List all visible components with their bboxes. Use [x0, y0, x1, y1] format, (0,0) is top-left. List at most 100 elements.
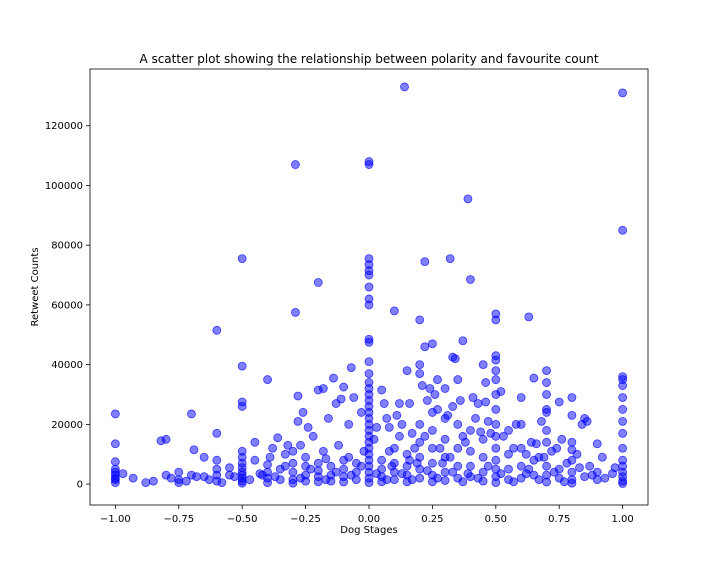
data-point	[291, 307, 300, 317]
data-point	[410, 443, 420, 453]
data-point	[458, 336, 468, 346]
data-point	[268, 443, 278, 453]
data-point	[395, 399, 404, 408]
data-point	[237, 402, 247, 411]
y-axis-label: Retweet Counts	[30, 247, 41, 326]
data-point	[225, 463, 234, 473]
data-point	[141, 478, 151, 488]
data-point	[296, 473, 305, 483]
data-point	[483, 416, 493, 426]
data-point	[433, 473, 442, 483]
data-point	[542, 425, 551, 435]
data-point	[377, 385, 387, 395]
data-point	[458, 431, 468, 441]
x-tick-label: −0.25	[290, 514, 321, 525]
data-point	[415, 369, 425, 379]
data-point	[415, 473, 425, 483]
data-point	[420, 342, 430, 352]
data-point	[618, 381, 628, 390]
data-point	[192, 472, 201, 482]
data-point	[204, 475, 214, 485]
data-point	[237, 478, 247, 488]
points-layer	[110, 82, 628, 488]
data-point	[509, 477, 518, 487]
data-point	[346, 363, 356, 373]
data-point	[166, 473, 176, 483]
data-point	[189, 445, 199, 455]
data-point	[567, 411, 577, 420]
data-point	[293, 391, 303, 401]
data-point	[491, 366, 501, 376]
data-point	[156, 436, 166, 446]
data-point	[149, 476, 158, 486]
data-point	[298, 408, 308, 417]
data-point	[542, 390, 551, 399]
data-point	[478, 434, 488, 444]
data-point	[481, 378, 491, 387]
data-point	[339, 464, 349, 474]
data-point	[532, 439, 541, 449]
data-point	[270, 472, 280, 482]
data-point	[417, 381, 427, 390]
data-point	[516, 461, 526, 471]
data-point	[587, 470, 597, 480]
data-point	[384, 446, 394, 456]
y-tick-label: 80000	[51, 241, 83, 252]
data-point	[542, 366, 551, 376]
data-point	[174, 467, 184, 477]
data-point	[349, 393, 359, 402]
data-point	[481, 397, 491, 407]
data-point	[237, 254, 247, 264]
data-point	[407, 475, 417, 485]
data-point	[405, 399, 414, 408]
data-point	[364, 369, 374, 379]
data-point	[359, 446, 369, 456]
data-point	[466, 446, 475, 456]
data-point	[384, 422, 394, 432]
data-point	[428, 339, 437, 349]
data-point	[369, 434, 379, 444]
data-point	[263, 375, 272, 384]
data-point	[572, 449, 582, 459]
data-point	[181, 476, 191, 486]
data-point	[440, 467, 450, 477]
data-point	[483, 461, 493, 471]
data-point	[389, 475, 399, 485]
data-point	[577, 419, 587, 429]
y-tick-label: 100000	[45, 181, 83, 192]
data-point	[372, 469, 382, 479]
data-point	[542, 408, 551, 417]
data-point	[263, 478, 272, 488]
data-point	[428, 425, 437, 435]
data-point	[407, 428, 417, 438]
data-point	[397, 419, 407, 429]
data-point	[288, 467, 298, 477]
data-point	[230, 472, 239, 482]
data-point	[618, 428, 628, 438]
data-point	[313, 385, 323, 395]
data-point	[466, 461, 475, 471]
data-point	[618, 416, 628, 426]
data-point	[364, 270, 374, 280]
data-point	[387, 461, 397, 471]
data-point	[326, 461, 336, 471]
data-point	[554, 397, 564, 407]
data-point	[552, 443, 562, 453]
data-point	[438, 458, 447, 468]
data-point	[491, 455, 501, 465]
data-point	[288, 478, 298, 488]
data-point	[212, 455, 222, 465]
data-point	[491, 355, 501, 365]
data-point	[118, 469, 128, 479]
x-tick-label: −1.00	[100, 514, 131, 525]
data-point	[562, 458, 572, 468]
chart-title: A scatter plot showing the relationship …	[139, 52, 598, 66]
data-point	[618, 443, 628, 453]
data-point	[478, 360, 488, 370]
data-point	[346, 470, 356, 480]
data-point	[440, 384, 450, 393]
data-point	[356, 408, 366, 417]
data-point	[466, 275, 475, 284]
data-point	[110, 439, 120, 449]
